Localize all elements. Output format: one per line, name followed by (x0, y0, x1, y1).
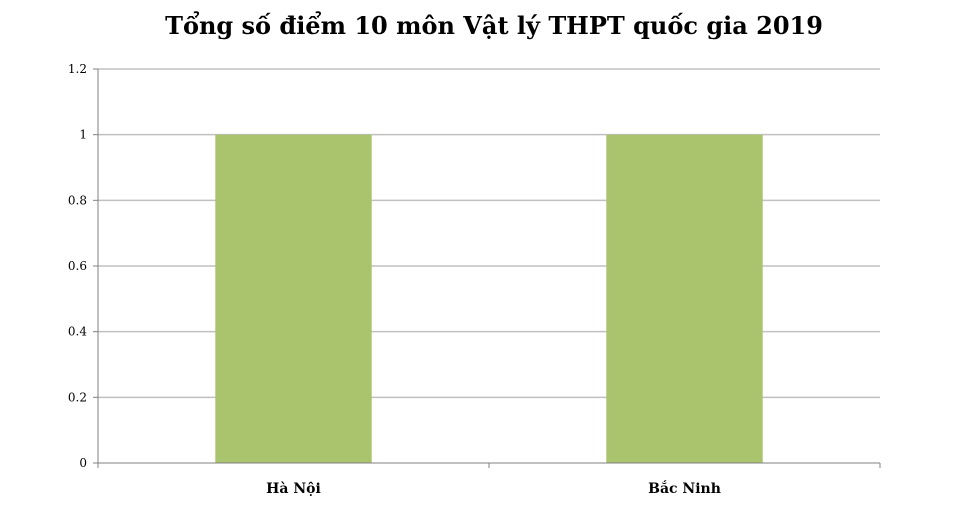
y-tick-label: 0.2 (68, 390, 87, 404)
bars (215, 134, 763, 463)
chart-title: Tổng số điểm 10 môn Vật lý THPT quốc gia… (165, 11, 823, 40)
axes (93, 68, 881, 468)
y-tick-label: 0.6 (68, 259, 87, 273)
y-tick-label: 0 (79, 456, 87, 470)
y-tick-label: 0.4 (68, 325, 87, 339)
bar-1 (606, 134, 763, 463)
tick-labels: 0 0.2 0.4 0.6 0.8 1 1.2 Hà Nội Bắc Ninh (68, 62, 721, 497)
y-tick-label: 1.2 (68, 62, 87, 76)
x-tick-label: Bắc Ninh (648, 479, 721, 497)
y-tick-label: 1 (79, 128, 87, 142)
y-tick-label: 0.8 (68, 193, 87, 207)
bar-0 (215, 134, 372, 463)
x-tick-label: Hà Nội (266, 481, 321, 497)
